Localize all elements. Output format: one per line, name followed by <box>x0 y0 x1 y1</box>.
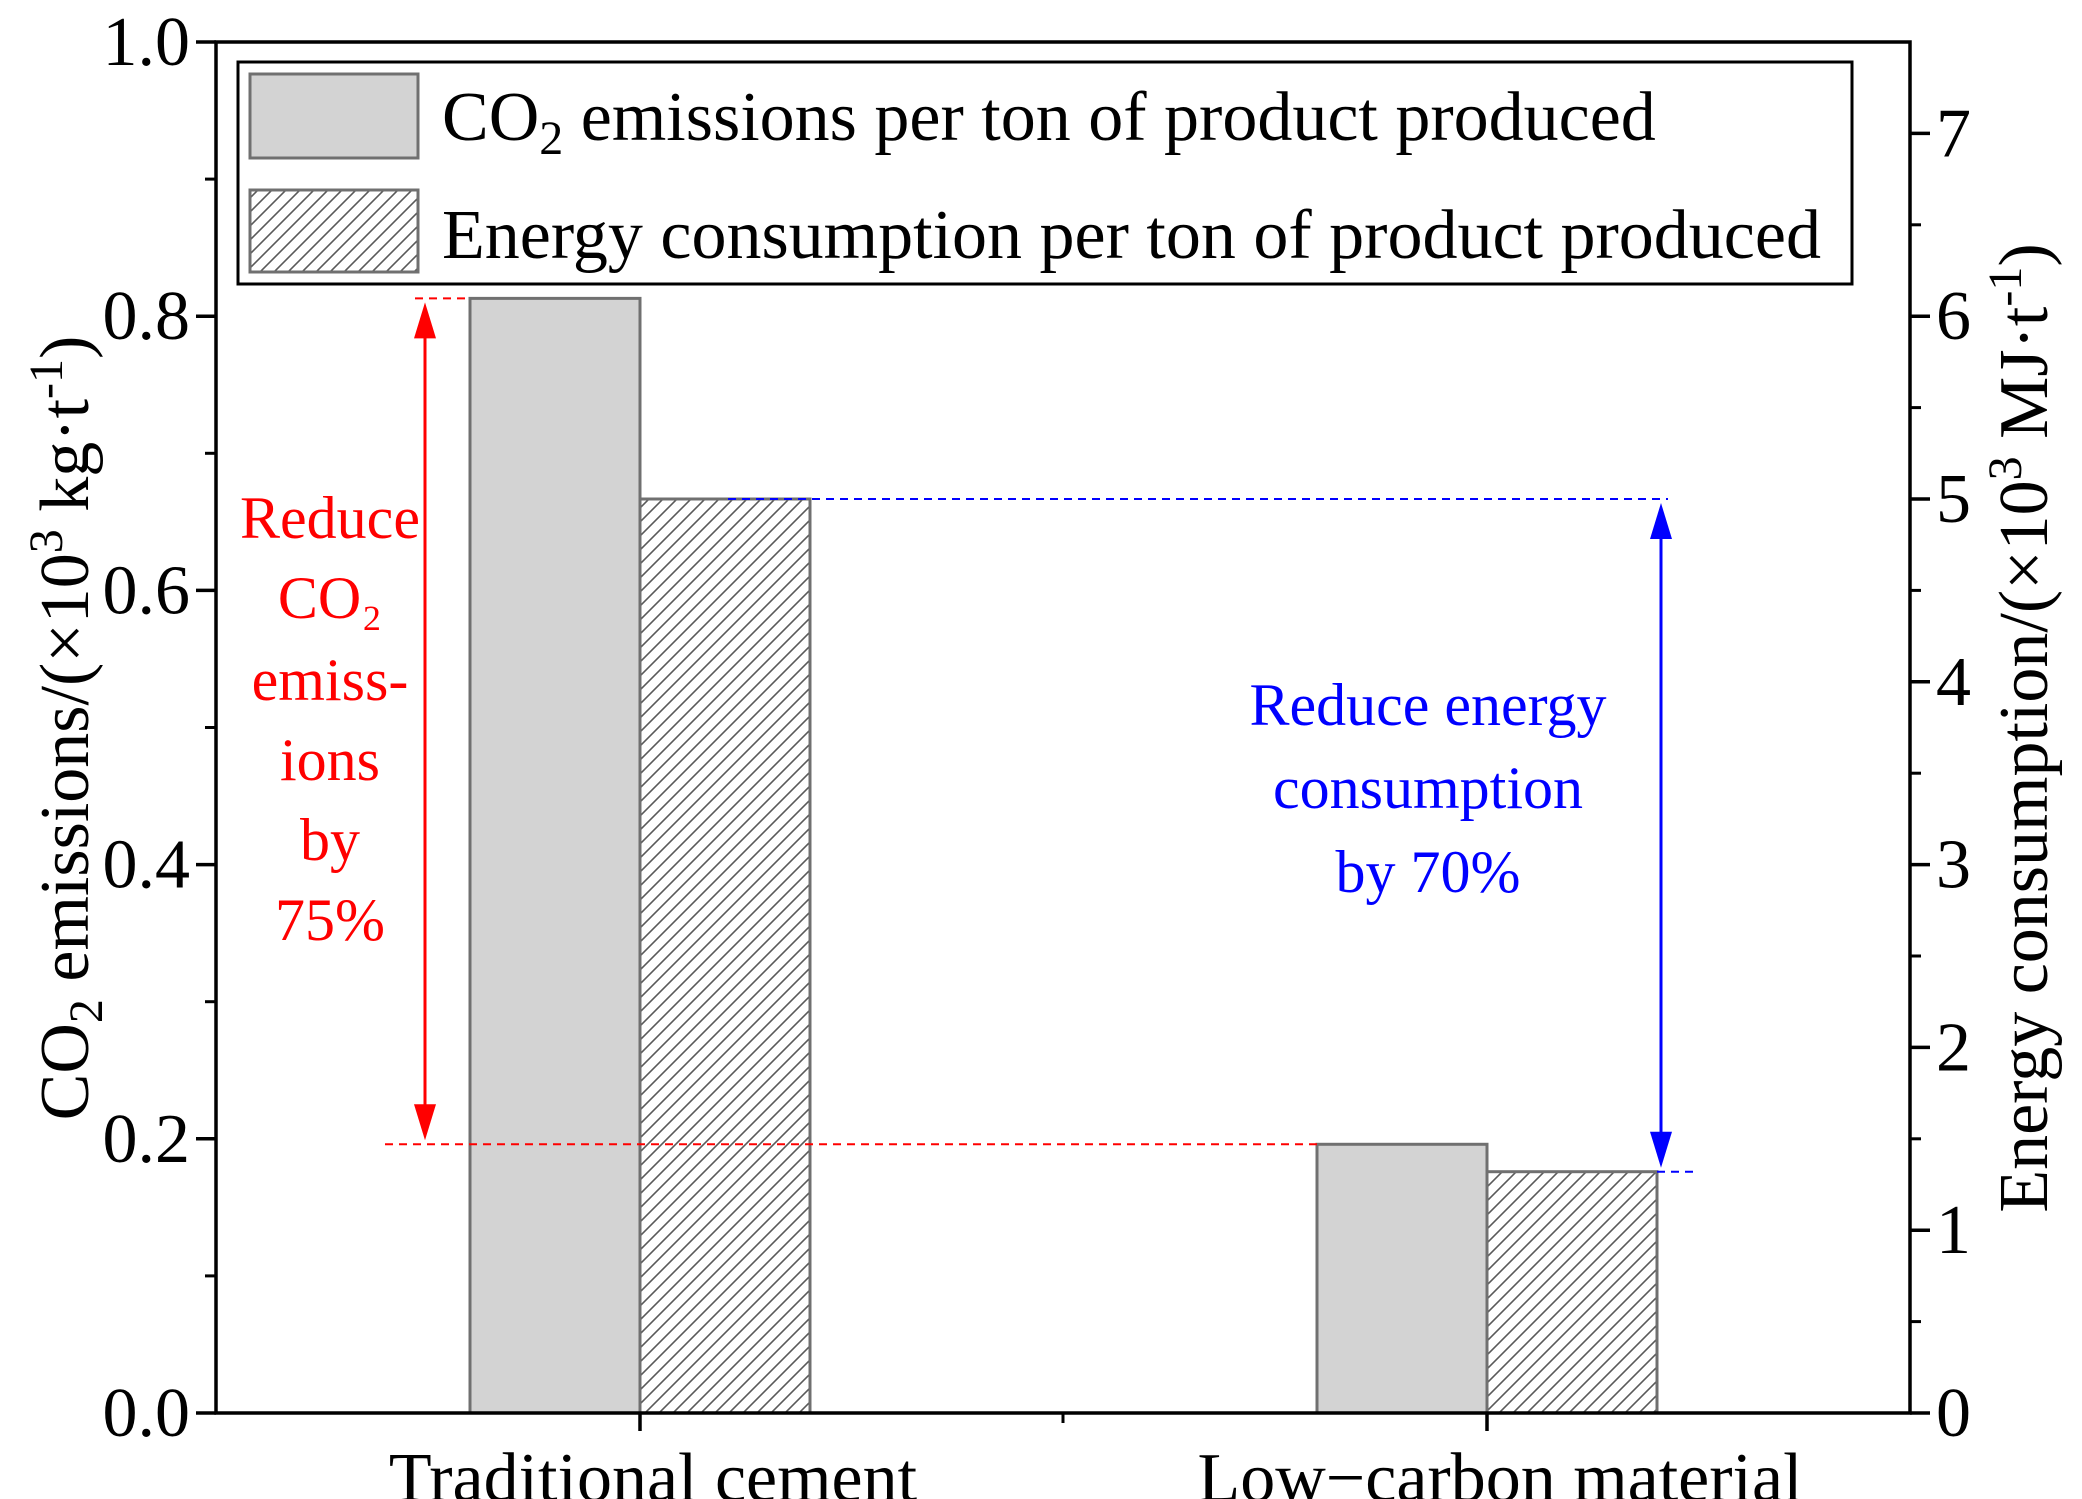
energy-annotation-line: by 70% <box>1336 839 1521 905</box>
left-tick-label: 0.8 <box>103 278 191 355</box>
right-tick-label: 3 <box>1936 827 1971 904</box>
right-tick-label: 2 <box>1936 1009 1971 1086</box>
co2-annotation-line: 75% <box>275 887 385 953</box>
co2-arrow-head-down <box>414 1104 436 1141</box>
left-tick-label: 1.0 <box>103 4 191 81</box>
annotations-layer: Reduce CO₂ emiss-ions by 75% Reduce energy con… <box>240 297 1695 1173</box>
left-tick-label: 0.6 <box>103 552 191 629</box>
energy-annotation-line: Reduce energy <box>1249 672 1606 738</box>
co2-annotation-line: emiss- <box>252 647 409 713</box>
co2-arrow-head-up <box>414 302 436 339</box>
left-tick-label: 0.0 <box>103 1375 191 1452</box>
energy-annotation-line: consumption <box>1273 755 1583 821</box>
bar-energy-1 <box>1485 1170 1659 1415</box>
legend-swatch-energy <box>248 188 420 274</box>
bar-co2-1 <box>1315 1142 1489 1415</box>
right-tick-label: 0 <box>1936 1375 1971 1452</box>
left-tick-label: 0.4 <box>103 827 191 904</box>
right-tick-label: 4 <box>1936 644 1971 721</box>
right-tick-label: 7 <box>1936 95 1971 172</box>
right-tick-label: 6 <box>1936 278 1971 355</box>
energy-arrow-head-up <box>1650 503 1672 539</box>
bar-co2-0 <box>468 296 642 1415</box>
energy-arrow-head-down <box>1650 1131 1672 1168</box>
legend-label-co2: CO2 emissions per ton of product produce… <box>442 79 1656 165</box>
right-tick-label: 1 <box>1936 1192 1971 1269</box>
bar-energy-0 <box>638 497 812 1415</box>
bars-layer <box>468 296 1659 1415</box>
legend-label-energy: Energy consumption per ton of product pr… <box>442 197 1821 274</box>
co2-annotation-line: by <box>300 807 360 873</box>
left-tick-label: 0.2 <box>103 1101 191 1178</box>
right-axis-title: Energy consumption/(×103 MJ·t-1) <box>1979 243 2063 1212</box>
co2-annotation-line: ions <box>280 727 380 793</box>
x-category-label: Low−carbon material <box>1197 1440 1802 1499</box>
co2-annotation-line: CO₂ <box>278 565 382 631</box>
legend: CO2 emissions per ton of product produce… <box>236 60 1854 286</box>
left-axis-title: CO2 emissions/(×103 kg·t-1) <box>20 336 113 1121</box>
legend-box <box>236 60 1854 286</box>
axes-layer: 0.0 0.2 0.4 0.6 0.8 1.0 0 1 2 3 4 5 6 7 Traditional ce… <box>20 4 2063 1499</box>
legend-swatch-co2 <box>248 72 420 160</box>
right-tick-label: 5 <box>1936 461 1971 538</box>
x-category-label: Traditional cement <box>389 1440 918 1499</box>
co2-annotation-line: Reduce <box>240 485 420 551</box>
